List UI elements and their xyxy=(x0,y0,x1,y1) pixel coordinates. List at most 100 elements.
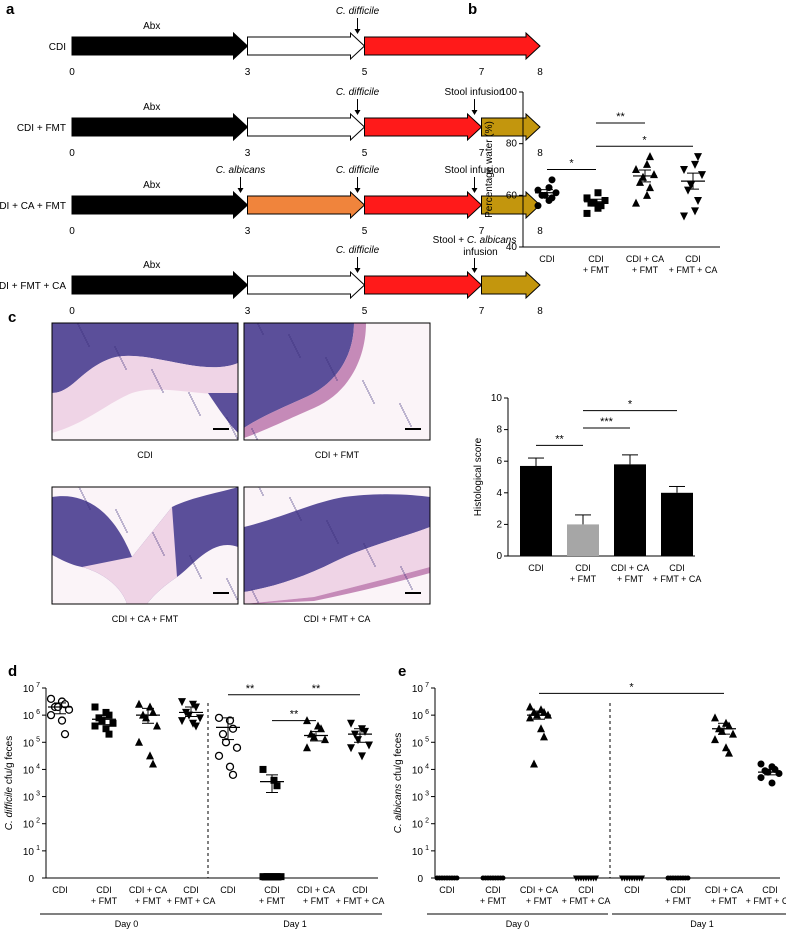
data-point xyxy=(303,743,311,752)
histology-nucleus xyxy=(152,371,154,373)
histology-nucleus xyxy=(407,580,409,582)
histology-nucleus xyxy=(231,427,233,429)
data-point xyxy=(178,717,186,726)
histology-nucleus xyxy=(87,504,89,506)
histology-nucleus xyxy=(331,369,333,371)
y-axis-label-rest: cfu/g feces xyxy=(4,736,15,787)
histology-nucleus xyxy=(157,381,159,383)
data-point xyxy=(500,875,506,881)
y-tick-label: 100 xyxy=(500,87,517,98)
data-point xyxy=(722,743,730,752)
histology-nucleus xyxy=(298,515,300,517)
x-tick-label: CDI xyxy=(52,885,68,895)
histology-nucleus xyxy=(117,513,119,515)
data-point xyxy=(594,189,602,197)
histology-nucleus xyxy=(118,354,120,356)
significance-label: ** xyxy=(246,683,255,695)
timeline-arrow-red xyxy=(364,112,483,142)
histology-nucleus xyxy=(334,536,336,538)
x-tick-label: CDI xyxy=(96,885,112,895)
timeline-event-arrowhead xyxy=(354,188,361,193)
data-point xyxy=(593,875,599,882)
data-point xyxy=(685,875,691,881)
x-tick-label: CDI + CA xyxy=(611,563,649,573)
histology-nucleus xyxy=(365,386,367,388)
timeline-stool-ca-label: Stool + C. albicans xyxy=(433,235,517,246)
timeline-day-tick: 8 xyxy=(537,226,543,237)
panel-letter-d: d xyxy=(8,663,17,680)
histology-nucleus xyxy=(235,596,237,598)
y-axis-label: C. albicans cfu/g feces xyxy=(393,733,404,834)
histology-caption: CDI xyxy=(137,450,153,460)
histology-nucleus xyxy=(81,492,83,494)
histology-nucleus xyxy=(288,334,290,336)
x-tick-label: + FMT xyxy=(632,265,659,275)
histology-nucleus xyxy=(162,552,164,554)
histology-nucleus xyxy=(295,509,297,511)
histology-nucleus xyxy=(251,428,253,430)
x-tick-label: + FMT xyxy=(665,896,692,906)
data-point xyxy=(178,698,186,707)
data-point xyxy=(228,770,238,780)
timeline-day-tick: 7 xyxy=(479,148,485,159)
data-point xyxy=(680,212,688,221)
histology-nucleus xyxy=(196,408,198,410)
histology-nucleus xyxy=(155,538,157,540)
data-point xyxy=(646,152,654,161)
histology-nucleus xyxy=(85,339,87,341)
x-tick-label: CDI xyxy=(439,885,455,895)
data-point xyxy=(192,722,200,731)
histology-nucleus xyxy=(326,520,328,522)
histology-nucleus xyxy=(163,554,165,556)
data-point xyxy=(354,736,362,745)
data-point xyxy=(102,725,110,733)
x-tick-label: CDI xyxy=(183,885,199,895)
histology-nucleus xyxy=(199,414,201,416)
histology-nucleus xyxy=(332,532,334,534)
histology-nucleus xyxy=(330,367,332,369)
data-point xyxy=(149,707,157,716)
x-tick-label: CDI + CA xyxy=(297,885,335,895)
histology-nucleus xyxy=(372,561,374,563)
timeline-event-label: C. difficile xyxy=(336,6,380,17)
data-point xyxy=(711,713,719,722)
x-tick-label: CDI xyxy=(528,563,544,573)
bar xyxy=(614,464,646,556)
timeline-day-tick: 0 xyxy=(69,67,75,78)
histology-nucleus xyxy=(252,591,254,593)
data-point xyxy=(757,760,765,768)
histology-image xyxy=(52,487,238,604)
histology-nucleus xyxy=(189,555,191,557)
data-point xyxy=(196,714,204,723)
histology-nucleus xyxy=(259,327,261,329)
x-tick-label: + FMT xyxy=(91,896,118,906)
y-tick-label: 10 xyxy=(412,793,424,804)
data-point xyxy=(221,738,231,747)
x-tick-label: + FMT xyxy=(617,574,644,584)
histology-nucleus xyxy=(193,402,195,404)
data-point xyxy=(680,166,688,174)
x-tick-label: CDI xyxy=(685,254,701,264)
data-point xyxy=(259,765,267,773)
histology-caption: CDI + FMT xyxy=(315,450,360,460)
histology-nucleus xyxy=(366,549,368,551)
histology-submucosa xyxy=(52,355,238,433)
significance-label: ** xyxy=(616,111,625,123)
y-tick-exponent: 6 xyxy=(36,709,40,716)
histology-nucleus xyxy=(289,497,291,499)
y-tick-exponent: 5 xyxy=(36,736,40,743)
histology-nucleus xyxy=(365,547,367,549)
y-tick-exponent: 7 xyxy=(425,682,429,689)
timeline-arrow-gold xyxy=(481,112,541,142)
histology-nucleus xyxy=(152,532,154,534)
histology-nucleus xyxy=(331,530,333,532)
timeline-arrow-red xyxy=(364,190,483,220)
histology-nucleus xyxy=(296,511,298,513)
histology-nucleus xyxy=(126,531,128,533)
y-tick-label: 4 xyxy=(496,488,502,499)
data-point xyxy=(530,759,538,768)
histology-nucleus xyxy=(334,375,336,377)
histology-nucleus xyxy=(121,360,123,362)
